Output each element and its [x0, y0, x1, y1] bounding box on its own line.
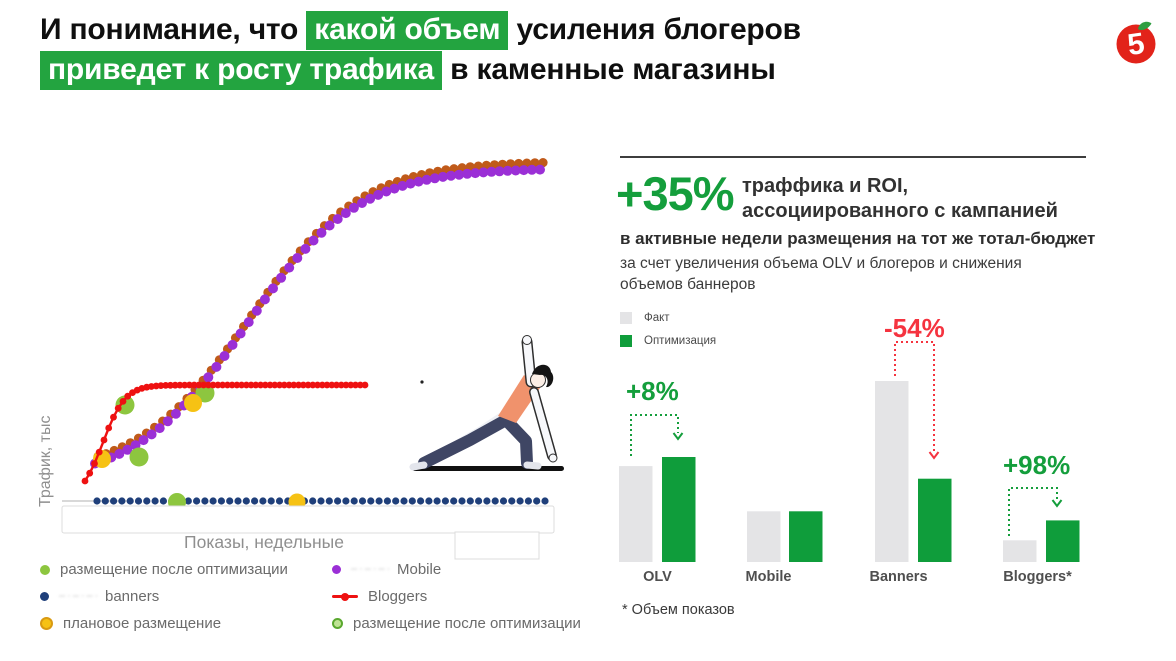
red-line-legend-icon — [332, 592, 358, 601]
title-text: усиления блогеров — [508, 13, 801, 46]
planned-placement-marker — [184, 394, 202, 412]
bar-annotation-+8%: +8% — [626, 376, 679, 406]
navy-dot-legend-icon — [40, 592, 49, 601]
yoga-person-illustration — [409, 335, 564, 471]
legend-column: Mobile Bloggers размещение после оптимизац… — [332, 556, 581, 637]
y-axis-label: Трафик, тыс — [37, 416, 54, 508]
stat-subline: в активные недели размещения на тот же т… — [620, 229, 1096, 248]
bar-annotation--54%: -54% — [884, 313, 945, 343]
hidden-axis-values-box-2 — [454, 531, 540, 560]
annotation-arrowhead — [672, 432, 684, 441]
bar-opt-Mobile — [789, 511, 823, 562]
legend-item: banners — [40, 583, 328, 610]
bar-fact-Bloggers* — [1003, 540, 1037, 562]
legend-label: размещение после оптимизации — [60, 561, 288, 578]
stat-description-line1: за счет увеличения объема OLV и блогеров… — [620, 255, 1022, 272]
legend-item: плановое размещение — [40, 610, 328, 637]
legend-label: плановое размещение — [63, 615, 222, 632]
legend-column: размещение после оптимизации banners плано… — [40, 556, 328, 637]
title-line-2: приведет к росту трафика в каменные мага… — [40, 50, 801, 90]
green-ring-legend-icon — [332, 618, 343, 629]
stat-value: +35% — [616, 167, 735, 220]
bar-opt-OLV — [662, 457, 696, 562]
hidden-axis-values-box — [61, 505, 555, 534]
yellow-dot-legend-icon — [40, 617, 53, 630]
bar-chart-legend: Факт Оптимизация — [620, 312, 716, 358]
title-line-1: И понимание, что какой объем усиления бл… — [40, 10, 801, 50]
stat-description-line2: объемов баннеров — [620, 276, 756, 293]
title-highlight-text: какой объем — [306, 11, 509, 50]
purple-dot-legend-icon — [332, 565, 341, 574]
stat-label-line2: ассоциированного с кампанией — [742, 200, 1058, 222]
bar-legend-item: Оптимизация — [620, 335, 716, 347]
annotation-arrowhead — [1051, 499, 1063, 508]
annotation-bracket — [1008, 487, 1058, 536]
annotation-bracket — [894, 341, 935, 452]
bar-annotation-+98%: +98% — [1003, 450, 1070, 480]
bar-legend-swatch — [620, 312, 632, 324]
x-axis-label: Показы, недельные — [184, 532, 344, 552]
series-banners-blue — [93, 497, 549, 505]
stat-label-line1: траффика и ROI, — [742, 175, 909, 197]
bar-category-label: OLV — [643, 569, 672, 585]
page-title: И понимание, что какой объем усиления бл… — [40, 10, 801, 90]
redacted-brand-name — [351, 563, 391, 576]
bar-fact-Mobile — [747, 511, 781, 562]
title-highlight-text: приведет к росту трафика — [40, 51, 443, 90]
footnote: * Объем показов — [622, 602, 735, 618]
bar-legend-item: Факт — [620, 312, 716, 324]
scatter-legend: размещение после оптимизации banners плано… — [40, 556, 581, 637]
stray-dot — [420, 380, 424, 384]
series-bloggers-dots — [81, 381, 369, 485]
bar-opt-Bloggers* — [1046, 520, 1080, 562]
legend-label: Mobile — [397, 561, 442, 578]
legend-label: Bloggers — [368, 588, 428, 605]
pyaterochka-logo-icon: 5 — [1116, 21, 1156, 64]
bar-opt-Banners — [918, 478, 952, 562]
bar-legend-label: Факт — [644, 312, 670, 324]
legend-item: Mobile — [332, 556, 581, 583]
bar-legend-swatch — [620, 335, 632, 347]
bar-category-label: Mobile — [746, 569, 792, 585]
traffic-response-scatter-chart: Трафик, тыс Показы, недельные — [37, 158, 555, 560]
legend-item: размещение после оптимизации — [332, 610, 581, 637]
title-text: в каменные магазины — [442, 53, 776, 86]
annotation-bracket — [630, 414, 679, 456]
title-text: И понимание, что — [40, 13, 307, 46]
stat-label: траффика и ROI, ассоциированного с кампа… — [742, 174, 1058, 224]
divider-line — [620, 156, 1086, 158]
legend-label: banners — [105, 588, 160, 605]
stat-description: за счет увеличения объема OLV и блогеров… — [620, 253, 1022, 295]
redacted-brand-name — [59, 590, 99, 603]
legend-label: размещение после оптимизации — [353, 615, 581, 632]
annotation-arrowhead — [928, 451, 940, 460]
bar-legend-label: Оптимизация — [644, 335, 717, 347]
legend-item: размещение после оптимизации — [40, 556, 328, 583]
bar-category-label: Banners — [869, 569, 927, 585]
svg-text:5: 5 — [1126, 27, 1147, 62]
media-mix-bar-chart: OLV Mobile Banners Bloggers* +8% -54% +98% — [619, 313, 1080, 585]
optimized-placement-marker — [129, 447, 149, 467]
bar-fact-OLV — [619, 466, 653, 562]
bar-fact-Banners — [875, 381, 909, 562]
green-dot-legend-icon — [40, 564, 50, 575]
legend-item: Bloggers — [332, 583, 581, 610]
bar-category-label: Bloggers* — [1003, 569, 1072, 585]
